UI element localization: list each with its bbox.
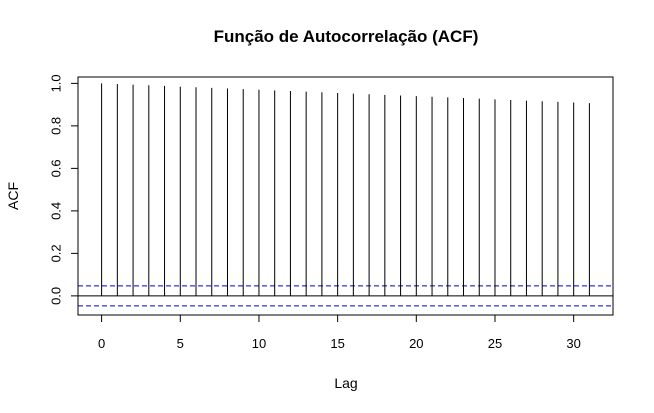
x-tick-label: 30 xyxy=(566,336,580,351)
x-tick-label: 0 xyxy=(98,336,105,351)
y-tick-label: 0.8 xyxy=(49,117,64,135)
x-tick-label: 20 xyxy=(409,336,423,351)
y-tick-label: 0.6 xyxy=(49,159,64,177)
x-tick-label: 15 xyxy=(330,336,344,351)
y-tick-label: 1.0 xyxy=(49,74,64,92)
y-tick-label: 0.2 xyxy=(49,244,64,262)
confidence-lines xyxy=(78,285,613,307)
y-axis: 0.0 0.2 0.4 0.6 0.8 1.0 xyxy=(49,74,79,305)
y-axis-label: ACF xyxy=(5,182,21,210)
x-tick-label: 10 xyxy=(252,336,266,351)
plot-frame xyxy=(77,76,614,316)
x-tick-label: 25 xyxy=(488,336,502,351)
y-tick-label: 0.4 xyxy=(49,202,64,220)
chart-title: Função de Autocorrelação (ACF) xyxy=(214,27,479,46)
x-tick-label: 5 xyxy=(177,336,184,351)
x-axis: 0 5 10 15 20 25 30 xyxy=(98,314,581,351)
acf-bars xyxy=(101,83,590,296)
y-tick-label: 0.0 xyxy=(49,287,64,305)
x-axis-label: Lag xyxy=(334,375,357,391)
